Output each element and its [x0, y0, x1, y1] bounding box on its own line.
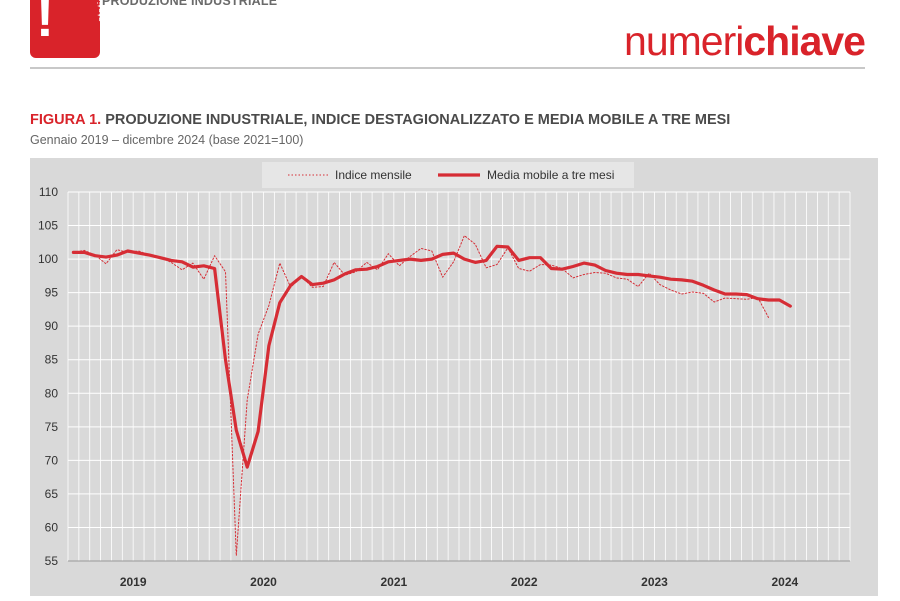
figure-subtitle: Gennaio 2019 – dicembre 2024 (base 2021=…: [30, 133, 304, 147]
chart-background: [30, 158, 878, 596]
x-tick-label: 2021: [380, 575, 407, 589]
legend-label-media-mobile: Media mobile a tre mesi: [487, 168, 614, 182]
y-tick-label: 90: [45, 319, 59, 333]
y-tick-label: 70: [45, 453, 59, 467]
y-tick-label: 55: [45, 554, 59, 568]
y-tick-label: 100: [38, 252, 58, 266]
figure-title-text: PRODUZIONE INDUSTRIALE, INDICE DESTAGION…: [105, 112, 731, 128]
x-tick-label: 2019: [120, 575, 147, 589]
legend-label-indice-mensile: Indice mensile: [335, 168, 412, 182]
figure-number: FIGURA 1.: [30, 112, 102, 128]
x-tick-label: 2023: [641, 575, 668, 589]
line-chart: 55 60 65 70 75 80 85 90 95 100 105 110 2019 2020 2021 2…: [30, 158, 878, 596]
y-tick-label: 105: [38, 219, 58, 233]
x-tick-label: 2022: [511, 575, 538, 589]
brand-bold-text: chiave: [743, 18, 866, 64]
logo-exclamation-mark: !: [36, 0, 54, 48]
header-divider: [30, 67, 865, 69]
y-tick-label: 85: [45, 353, 59, 367]
logo-vertical-text: statistiche: [96, 0, 100, 22]
y-tick-label: 65: [45, 487, 59, 501]
section-label: PRODUZIONE INDUSTRIALE: [102, 0, 278, 8]
y-tick-label: 60: [45, 520, 59, 534]
brand-light-text: numeri: [624, 18, 744, 64]
figure-title: FIGURA 1. PRODUZIONE INDUSTRIALE, INDICE…: [30, 112, 730, 128]
x-tick-label: 2020: [250, 575, 277, 589]
y-tick-label: 80: [45, 386, 59, 400]
y-tick-label: 110: [39, 185, 58, 199]
x-tick-label: 2024: [771, 575, 798, 589]
y-tick-label: 95: [45, 286, 59, 300]
istat-logo: ! statistiche: [30, 0, 100, 58]
chart-container: 55 60 65 70 75 80 85 90 95 100 105 110 2019 2020 2021 2…: [30, 158, 878, 596]
series-line-media-mobile: [71, 244, 792, 469]
brand-wordmark: numerichiave: [624, 18, 866, 65]
y-tick-label: 75: [45, 420, 59, 434]
